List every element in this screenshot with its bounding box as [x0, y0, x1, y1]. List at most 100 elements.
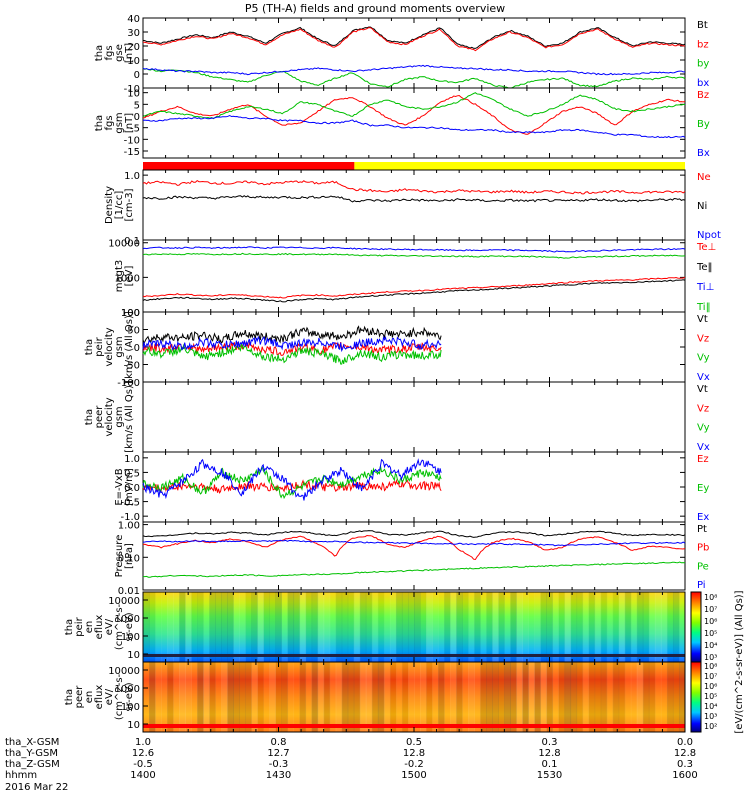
spectrogram-column — [329, 592, 337, 662]
spectrogram-column — [323, 592, 331, 662]
spectrogram-column — [365, 662, 373, 732]
y-tick-label: -10 — [124, 84, 140, 95]
colorbar-lower — [690, 661, 702, 733]
y-axis-label: [mV/m] — [124, 468, 135, 506]
colorbar-upper — [690, 591, 702, 663]
series-line-bx — [142, 64, 685, 76]
y-axis-label: Density — [104, 186, 115, 224]
y-tick-label: 10 — [127, 56, 140, 67]
x-axis-value: -0.5 — [133, 759, 153, 770]
spectrogram-column — [480, 592, 487, 662]
spectrogram-column — [401, 592, 409, 662]
colorbar-tick: 10⁶ — [704, 617, 717, 626]
x-axis-value: 1500 — [401, 770, 426, 781]
x-axis-value: -0.2 — [404, 759, 424, 770]
y-tick-label: 10 — [127, 720, 140, 731]
spectrogram-column — [480, 662, 487, 732]
spectrogram-column — [468, 662, 475, 732]
y-axis-label: [nPa] — [124, 543, 135, 569]
x-axis-value: 0.5 — [406, 737, 422, 748]
spectrogram-column — [636, 592, 644, 662]
spectrogram-column — [504, 662, 511, 732]
y-tick-label: 1000 — [115, 684, 140, 695]
colorbar-tick: 10⁴ — [704, 641, 717, 650]
spectrogram-column — [432, 592, 439, 662]
spectrogram-column — [426, 662, 433, 732]
spectrogram-column — [426, 592, 433, 662]
spectrogram-column — [588, 592, 596, 662]
spectrogram-column — [269, 662, 276, 732]
y-tick-label: 0.0 — [124, 483, 140, 494]
spectrogram-column — [359, 662, 367, 732]
spectrogram-column — [438, 662, 445, 732]
y-tick-label: 30 — [127, 28, 140, 39]
x-axis-value: 12.8 — [538, 748, 560, 759]
panel-frame — [142, 169, 686, 241]
y-axis-label: sr-eV) — [124, 682, 135, 711]
spectrogram-column — [323, 662, 331, 732]
y-tick-label: 50 — [127, 326, 140, 337]
spectrogram-column — [618, 662, 626, 732]
spectrogram-column — [492, 592, 499, 662]
series-line-Te‖ — [142, 279, 686, 303]
spectrogram-column — [636, 662, 644, 732]
legend-entry: bz — [697, 39, 709, 50]
spectrogram-column — [401, 662, 409, 732]
series-line-Ni — [142, 195, 686, 203]
spectrogram-column — [161, 662, 168, 732]
y-tick-label: 1000 — [115, 273, 140, 284]
series-line-bz — [142, 27, 686, 52]
spectrogram-column — [269, 592, 276, 662]
series-line-Bx — [142, 114, 686, 139]
y-axis-label: [km/s (All Qs)] — [124, 381, 135, 453]
y-axis-label: peir — [94, 336, 105, 356]
spectrogram-column — [564, 592, 572, 662]
spectrogram-column — [504, 592, 511, 662]
plot-title: P5 (TH-A) fields and ground moments over… — [245, 2, 505, 15]
spectrogram-column — [612, 662, 620, 732]
spectrogram-column — [395, 592, 403, 662]
x-axis-value: 1600 — [672, 770, 697, 781]
spectrogram-column — [143, 662, 150, 732]
series-line-Vx — [142, 335, 442, 353]
spectrogram-column — [143, 592, 150, 662]
spectrogram-column — [251, 592, 258, 662]
series-line-Vt — [142, 325, 442, 345]
region-bar-segment — [143, 162, 355, 170]
spectrogram-column — [420, 592, 427, 662]
y-tick-label: -50 — [124, 361, 140, 372]
spectrogram-column — [371, 662, 379, 732]
spectrogram-column — [185, 592, 192, 662]
spectrogram-low-band — [143, 724, 685, 728]
y-tick-label: 5 — [134, 100, 140, 111]
spectrogram-column — [540, 592, 547, 662]
spectrogram-column — [185, 662, 192, 732]
x-axis-value: 12.8 — [403, 748, 425, 759]
colorbar-tick: 10⁸ — [704, 593, 717, 602]
legend-entry: by — [697, 59, 709, 70]
y-axis-label: velocity — [104, 397, 115, 436]
spectrogram-column — [227, 592, 234, 662]
y-axis-label: [km/s (All Qs)] — [124, 311, 135, 383]
spectrogram-column — [654, 662, 662, 732]
y-axis-label: tha — [84, 339, 95, 355]
spectrogram-column — [594, 592, 602, 662]
y-tick-label: 100 — [121, 702, 140, 713]
spectrogram-column — [594, 662, 602, 732]
spectrogram-column — [672, 662, 680, 732]
y-axis-label: [cm-3] — [124, 188, 135, 221]
colorbar-tick: 10⁷ — [704, 672, 717, 681]
spectrogram-column — [540, 662, 547, 732]
x-axis-value: 0.8 — [271, 737, 287, 748]
spectrogram-column — [233, 662, 240, 732]
spectrogram-column — [456, 592, 463, 662]
spectrogram-column — [420, 662, 427, 732]
spectrogram-column — [149, 592, 156, 662]
spectrogram-low-band — [143, 654, 685, 657]
y-axis-label: eflux — [94, 685, 105, 710]
spectrogram-column — [167, 592, 174, 662]
spectrogram-column — [438, 592, 445, 662]
spectrogram-column — [576, 592, 584, 662]
spectrogram-column — [498, 662, 505, 732]
spectrogram-column — [462, 592, 469, 662]
